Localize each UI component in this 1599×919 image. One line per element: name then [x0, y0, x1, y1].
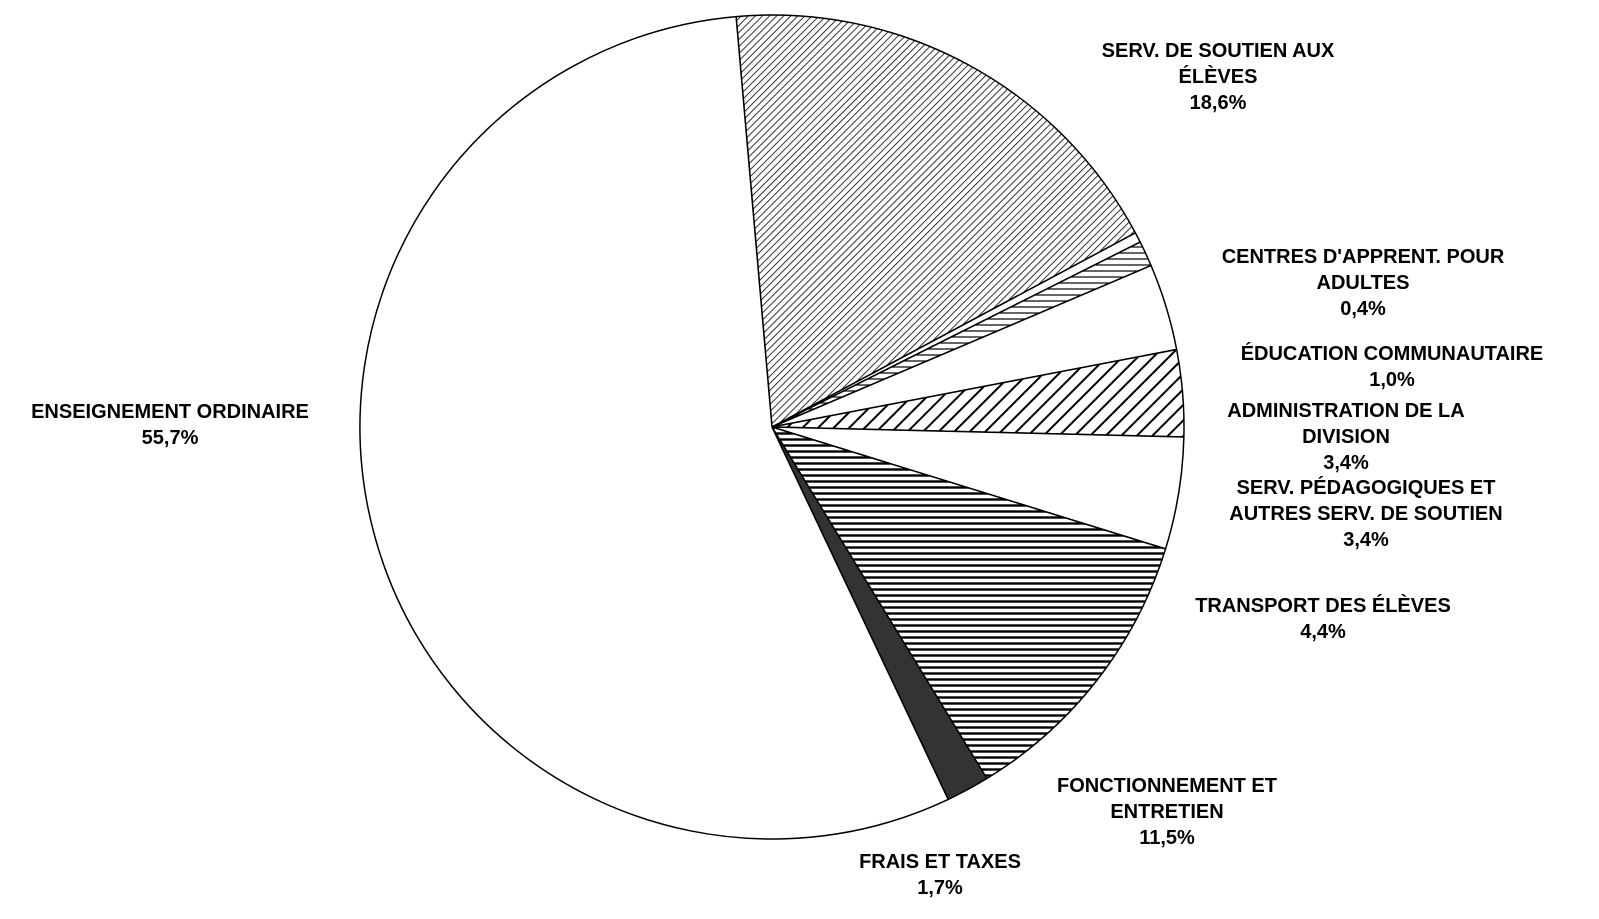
slice-label-7: FRAIS ET TAXES 1,7% [859, 851, 1021, 899]
slice-value-label: 3,4% [1323, 452, 1369, 474]
slice-label-6: FONCTIONNEMENT ET ENTRETIEN 11,5% [1057, 775, 1277, 849]
slice-category-label: TRANSPORT DES ÉLÈVES [1195, 594, 1451, 617]
slice-labels: SERV. DE SOUTIEN AUX ÉLÈVES 18,6% CENTRES D… [31, 40, 1543, 899]
slice-label-2: ÉDUCATION COMMUNAUTAIRE 1,0% [1241, 342, 1544, 391]
slice-value-label: 1,0% [1369, 369, 1415, 391]
slice-category-label: AUTRES SERV. DE SOUTIEN [1229, 503, 1502, 525]
slice-category-label: ADULTES [1317, 272, 1410, 294]
slice-category-label: DIVISION [1302, 426, 1390, 448]
slice-label-0: SERV. DE SOUTIEN AUX ÉLÈVES 18,6% [1102, 40, 1335, 114]
slice-category-label: ENSEIGNEMENT ORDINAIRE [31, 401, 309, 423]
slice-category-label: SERV. PÉDAGOGIQUES ET [1237, 476, 1496, 499]
pie-slices [359, 14, 1185, 840]
slice-category-label: ENTRETIEN [1110, 801, 1223, 823]
slice-value-label: 0,4% [1340, 298, 1386, 320]
slice-value-label: 11,5% [1139, 827, 1195, 849]
slice-label-5: TRANSPORT DES ÉLÈVES 4,4% [1195, 594, 1451, 643]
slice-label-1: CENTRES D'APPRENT. POUR ADULTES 0,4% [1222, 246, 1505, 320]
slice-value-label: 55,7% [142, 427, 199, 449]
slice-category-label: ÉDUCATION COMMUNAUTAIRE [1241, 342, 1544, 365]
slice-category-label: CENTRES D'APPRENT. POUR [1222, 246, 1505, 268]
slice-category-label: ADMINISTRATION DE LA [1227, 400, 1464, 422]
pie-slice-6 [771, 426, 1167, 780]
slice-value-label: 4,4% [1300, 621, 1346, 643]
slice-category-label: SERV. DE SOUTIEN AUX [1102, 40, 1335, 62]
slice-label-8: ENSEIGNEMENT ORDINAIRE 55,7% [31, 401, 309, 449]
slice-value-label: 1,7% [917, 877, 963, 899]
slice-value-label: 18,6% [1190, 92, 1247, 114]
slice-label-4: SERV. PÉDAGOGIQUES ET AUTRES SERV. DE SOU… [1229, 476, 1502, 551]
pie-slice-0 [735, 14, 1137, 428]
pie-slice-8 [359, 15, 949, 840]
slice-category-label: ÉLÈVES [1179, 65, 1258, 88]
slice-value-label: 3,4% [1343, 529, 1389, 551]
slice-category-label: FRAIS ET TAXES [859, 851, 1021, 873]
slice-category-label: FONCTIONNEMENT ET [1057, 775, 1277, 797]
slice-label-3: ADMINISTRATION DE LA DIVISION 3,4% [1227, 400, 1464, 474]
